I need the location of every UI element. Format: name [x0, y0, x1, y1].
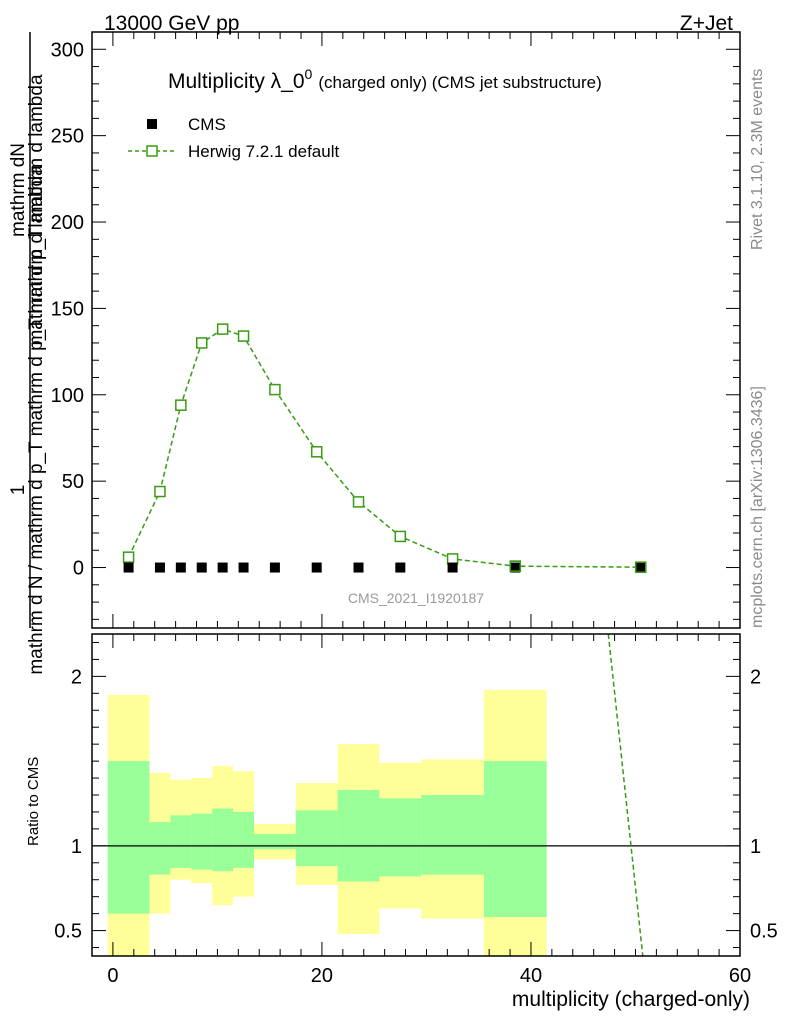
herwig-point	[446, 553, 459, 565]
x-tick-label: 20	[311, 965, 333, 987]
y-tick-label: 150	[51, 298, 84, 320]
herwig-point	[394, 530, 407, 543]
herwig-point-overlay	[634, 561, 647, 573]
legend-herwig-marker	[146, 145, 158, 157]
inner-band-bin-7	[295, 810, 338, 867]
y-tick-label: 250	[51, 126, 84, 148]
y-axis-label: 1 mathrm d N / mathrm d p_T mathrm d p_T…	[8, 74, 47, 675]
y-tick-label: 200	[51, 212, 84, 234]
cms-point	[353, 562, 364, 573]
inner-band-bin-4	[212, 808, 234, 872]
cms-point	[395, 562, 406, 573]
inner-band-bin-6	[254, 833, 296, 850]
ratio-axis-ticks: 0.5 0.51 12 20 20 40 60	[54, 634, 778, 987]
cms-point	[123, 562, 134, 573]
ratio-y-tick-label-right: 1	[750, 836, 761, 858]
cms-point	[311, 562, 322, 573]
cms-point	[269, 562, 280, 573]
y-tick-label: 300	[51, 39, 84, 61]
cms-point	[154, 562, 165, 573]
y-label-numerator: 1	[8, 485, 29, 496]
y-label-denominator-2: mathrm d p_T mathrm d lambda	[26, 74, 47, 345]
ratio-y-tick-label-left: 1	[71, 836, 82, 858]
x-axis-label: multiplicity (charged-only)	[512, 988, 750, 1011]
ratio-herwig-segment	[607, 633, 644, 957]
legend-herwig-label: Herwig 7.2.1 default	[188, 142, 339, 161]
herwig-point	[216, 323, 229, 335]
y-tick-label: 0	[73, 558, 84, 580]
herwig-point	[237, 330, 250, 342]
herwig-point	[269, 383, 281, 396]
cms-series	[123, 560, 647, 573]
analysis-id: CMS_2021_I1920187	[348, 590, 484, 606]
inner-band-bin-8	[337, 789, 380, 882]
ratio-herwig-line	[607, 633, 644, 957]
y-label-denominator: mathrm d N / mathrm d p_T mathrm d p_T m…	[26, 165, 47, 675]
main-panel-frame	[91, 31, 741, 629]
ratio-y-label: Ratio to CMS	[25, 757, 42, 846]
mcplots-label: mcplots.cern.ch [arXiv:1306.3436]	[749, 386, 766, 628]
ratio-y-tick-label-left: 0.5	[54, 921, 82, 943]
rivet-version-label: Rivet 3.1.10, 2.3M events	[749, 69, 766, 250]
inner-band-bin-9	[379, 798, 422, 877]
cms-point	[175, 562, 186, 573]
y-tick-label: 50	[62, 471, 84, 493]
herwig-series	[122, 323, 647, 573]
ratio-y-tick-label-left: 2	[71, 666, 82, 688]
herwig-point	[352, 496, 365, 508]
x-tick-label: 40	[520, 965, 542, 987]
herwig-point	[310, 446, 323, 458]
cms-point	[447, 562, 458, 573]
cms-point	[217, 562, 228, 573]
herwig-line	[127, 328, 641, 568]
ratio-y-tick-label-right: 0.5	[750, 921, 778, 943]
cms-point	[510, 562, 521, 573]
inner-band-bin-1	[149, 822, 171, 875]
inner-band-bin-11	[483, 761, 547, 918]
y-label-numerator-2: mathrm dN	[8, 143, 29, 237]
inner-band-bin-5	[233, 811, 254, 868]
herwig-point	[195, 337, 208, 349]
process-label: Z+Jet	[680, 12, 733, 35]
cms-point	[196, 562, 207, 573]
inner-band-bin-3	[191, 813, 213, 870]
ratio-y-tick-label-right: 2	[750, 666, 761, 688]
herwig-point	[154, 485, 166, 498]
energy-label: 13000 GeV pp	[104, 12, 239, 35]
inner-band-bin-2	[170, 815, 192, 868]
legend: CMS Herwig 7.2.1 default	[128, 115, 339, 161]
main-axis-ticks: 0 50 100 150 200 250 300	[51, 31, 741, 628]
herwig-point	[175, 399, 187, 411]
inner-band-bin-0	[107, 761, 150, 914]
legend-cms-marker	[147, 119, 157, 129]
cms-point	[635, 562, 646, 573]
legend-cms-label: CMS	[188, 115, 226, 134]
ratio-bands	[107, 689, 547, 956]
herwig-point-overlay	[509, 560, 522, 572]
y-tick-label: 100	[51, 385, 84, 407]
x-tick-label: 60	[729, 965, 751, 987]
herwig-point	[122, 551, 135, 563]
title-main: Multiplicity λ_0	[168, 70, 305, 93]
x-tick-label: 0	[107, 965, 118, 987]
title-sup: 0	[305, 66, 313, 82]
title-suffix: (charged only) (CMS jet substructure)	[318, 73, 601, 92]
cms-point	[238, 562, 249, 573]
inner-band-bin-10	[421, 795, 484, 875]
plot-title: Multiplicity λ_00 (charged only) (CMS jet…	[168, 66, 602, 93]
